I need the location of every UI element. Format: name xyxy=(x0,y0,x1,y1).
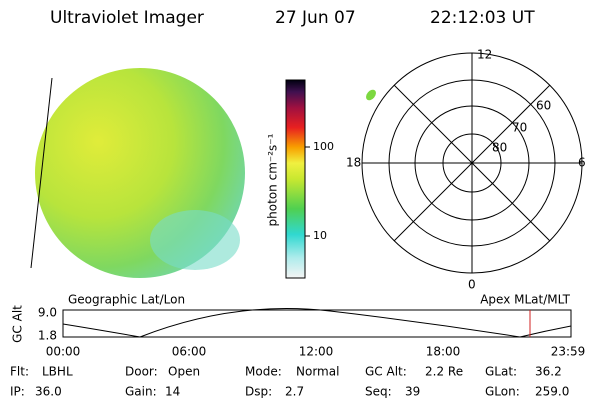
altitude-plot: Geographic Lat/Lon Apex MLat/MLT GC Alt … xyxy=(11,293,586,359)
mlat-label: 80 xyxy=(492,141,507,155)
uv-image xyxy=(30,68,245,278)
polar-plot: 12 0 18 6 60 70 80 xyxy=(346,48,586,292)
date: 27 Jun 07 xyxy=(275,8,356,28)
terminator-line xyxy=(30,77,53,269)
x-tick-label: 23:59 xyxy=(551,345,586,359)
x-tick-label: 00:00 xyxy=(46,345,81,359)
status-label: Seq: xyxy=(365,385,392,399)
mlt-label: 6 xyxy=(578,156,586,170)
y-tick-label: 9.0 xyxy=(38,306,57,320)
mlat-label: 60 xyxy=(536,99,551,113)
status-label: Dsp: xyxy=(245,385,272,399)
status-label: GLat: xyxy=(485,365,517,379)
dim-region xyxy=(150,210,240,270)
mlt-label: 12 xyxy=(477,48,492,62)
mlt-label: 18 xyxy=(346,156,361,170)
status-value: 36.2 xyxy=(535,365,562,379)
colorbar-tick-label: 10 xyxy=(313,229,327,242)
status-value: 2.2 Re xyxy=(425,365,463,379)
y-tick-label: 1.8 xyxy=(38,329,57,343)
status-label: Flt: xyxy=(10,365,29,379)
status-value: LBHL xyxy=(42,365,73,379)
colorbar-scale xyxy=(285,79,306,279)
right-title: Apex MLat/MLT xyxy=(480,293,570,307)
y-label: GC Alt xyxy=(11,305,25,343)
status-value: Open xyxy=(168,365,200,379)
colorbar-tick-label: 100 xyxy=(313,140,334,153)
status-value: 36.0 xyxy=(35,385,62,399)
colorbar-label: photon cm⁻²s⁻¹ xyxy=(266,133,280,226)
status-label: GLon: xyxy=(485,385,520,399)
status-label: GC Alt: xyxy=(365,365,407,379)
status-value: 14 xyxy=(165,385,180,399)
mlt-label: 0 xyxy=(468,278,476,292)
axis xyxy=(393,84,551,242)
status-value: 259.0 xyxy=(535,385,569,399)
colorbar: 100 10 photon cm⁻²s⁻¹ xyxy=(266,79,334,279)
x-tick-label: 06:00 xyxy=(172,345,207,359)
status-value: 39 xyxy=(405,385,420,399)
status-label: Gain: xyxy=(125,385,157,399)
status-label: IP: xyxy=(10,385,25,399)
left-title: Geographic Lat/Lon xyxy=(68,293,185,307)
aurora-patch xyxy=(366,89,376,101)
x-tick-label: 18:00 xyxy=(426,345,461,359)
mlat-label: 70 xyxy=(512,121,527,135)
status-value: Normal xyxy=(296,365,339,379)
status-footer: Flt: LBHL Door: Open Mode: Normal GC Alt: 2.2 R… xyxy=(10,365,569,399)
time: 22:12:03 UT xyxy=(430,8,535,28)
altitude-curve xyxy=(62,307,572,338)
x-tick-label: 12:00 xyxy=(299,345,334,359)
status-label: Mode: xyxy=(245,365,282,379)
status-label: Door: xyxy=(125,365,158,379)
instrument-title: Ultraviolet Imager xyxy=(50,8,204,28)
status-value: 2.7 xyxy=(285,385,304,399)
